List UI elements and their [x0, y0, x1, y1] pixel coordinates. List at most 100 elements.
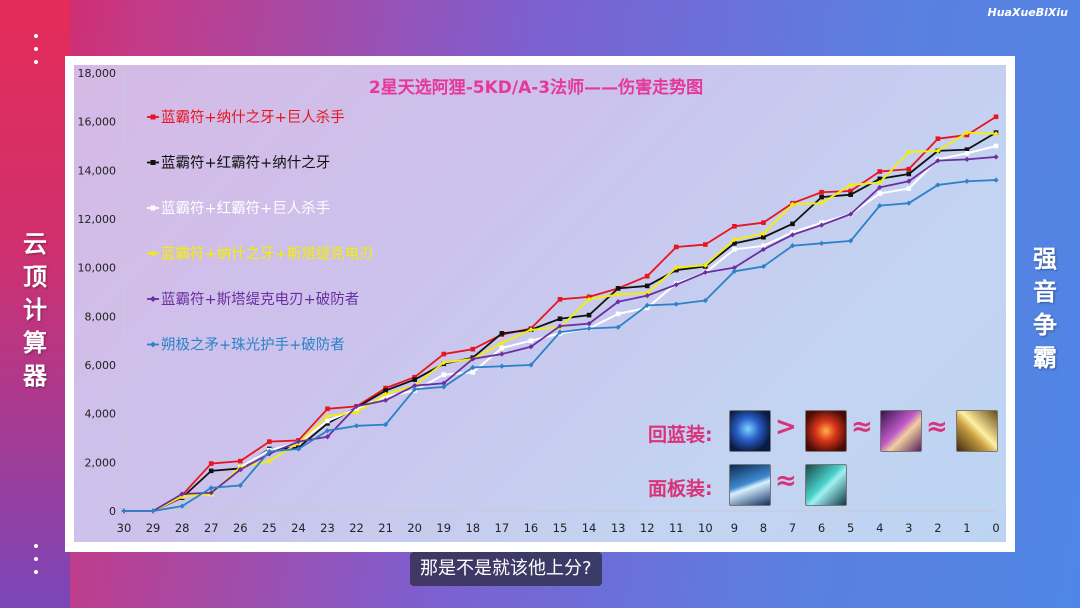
series-point [673, 244, 679, 250]
series-point [819, 200, 825, 206]
series-point [325, 406, 330, 412]
series-line [124, 131, 997, 512]
series-point [760, 246, 767, 253]
x-tick-label: 18 [465, 521, 480, 535]
series-point [121, 508, 127, 514]
x-tick-label: 17 [495, 521, 510, 535]
series-point [877, 179, 883, 186]
x-tick-label: 4 [876, 521, 883, 535]
series-point [150, 508, 156, 514]
series-point [906, 200, 912, 206]
series-point [470, 370, 476, 375]
legend-marker [150, 250, 156, 257]
line-chart: 0 2,000 4,000 6,000 8,000 10,000 12,000 14,000 1… [78, 67, 1000, 535]
series-point [732, 241, 737, 246]
series-point [906, 171, 912, 177]
series-point [935, 158, 941, 164]
series-point [325, 418, 330, 424]
stat-items-label: 面板装: [648, 478, 713, 500]
series-point [528, 338, 534, 343]
series-point [528, 362, 534, 368]
series-point [993, 143, 999, 149]
side-char: 强 [1033, 245, 1057, 273]
series-point [237, 467, 243, 473]
shiv-icon [956, 410, 998, 452]
series-point [586, 321, 592, 327]
side-char: 霸 [1033, 344, 1057, 372]
last-whisper-icon [729, 464, 771, 506]
series-point [383, 397, 389, 403]
series-point [644, 283, 650, 289]
series-point [208, 485, 214, 491]
dots-top [33, 34, 39, 73]
chart-title: 2星天选阿狸-5KD/A-3法师——伤害走势图 [369, 77, 703, 98]
side-char: 云 [23, 230, 47, 258]
series-point [964, 151, 970, 156]
x-tick-label: 25 [262, 521, 277, 535]
series-point [964, 130, 970, 136]
side-char: 器 [23, 362, 47, 390]
legend-marker [150, 114, 156, 120]
series-point [703, 242, 708, 247]
series-point [819, 222, 825, 228]
series-point [760, 263, 767, 270]
series-point [877, 176, 883, 182]
series-line [124, 116, 997, 512]
x-tick-label: 16 [524, 521, 539, 535]
series-point [790, 221, 795, 227]
series-point [499, 345, 505, 351]
x-tick-label: 9 [731, 521, 738, 535]
series-point [383, 385, 388, 391]
series-point [208, 490, 214, 496]
x-tick-label: 12 [640, 521, 655, 535]
series-point [732, 224, 737, 229]
series-point [993, 154, 999, 160]
series-point [789, 201, 796, 207]
series-point [441, 380, 447, 386]
series-point [615, 324, 621, 330]
y-tick-label: 6,000 [85, 359, 117, 372]
spear-of-shojin-icon [880, 410, 922, 452]
x-tick-label: 11 [669, 521, 684, 535]
watermark: HuaXueBiXiu [987, 6, 1068, 19]
series-point [848, 211, 854, 217]
approx-symbol: ≈ [926, 412, 948, 442]
x-tick-label: 2 [934, 521, 941, 535]
series-point [470, 364, 476, 371]
series-point [848, 238, 854, 244]
series-point [383, 388, 388, 393]
series-point [528, 327, 534, 333]
series-point [702, 297, 708, 304]
series-point [819, 194, 824, 200]
greater-than-symbol: > [775, 412, 797, 442]
series-point [789, 232, 796, 238]
side-char: 音 [1033, 278, 1057, 306]
series-point [208, 461, 214, 466]
series-point [702, 262, 708, 268]
series-point [266, 458, 272, 464]
x-tick-label: 1 [963, 521, 970, 535]
series-point [441, 351, 447, 357]
series-point [731, 237, 737, 243]
series-point [499, 351, 505, 357]
series-point [819, 240, 825, 246]
series-point [383, 422, 389, 428]
side-title-right: 强音争霸 [1025, 243, 1065, 375]
x-tick-label: 5 [847, 521, 854, 535]
series-point [412, 386, 418, 392]
series-point [586, 312, 592, 318]
x-tick-label: 22 [349, 521, 364, 535]
legend-label: 蓝霸符+斯塔缇克电刃+破防者 [161, 291, 359, 308]
series-point [789, 243, 796, 249]
series-point [877, 184, 883, 190]
series-point [324, 434, 331, 440]
legend-label: 蓝霸符+红霸符+纳什之牙 [161, 155, 330, 172]
series-point [935, 182, 941, 188]
y-tick-label: 4,000 [85, 408, 117, 421]
series-point [208, 468, 214, 474]
series-point [877, 191, 883, 196]
series-point [353, 409, 360, 416]
legend-marker [150, 296, 156, 302]
series-point [557, 316, 563, 322]
series-point [964, 178, 970, 184]
